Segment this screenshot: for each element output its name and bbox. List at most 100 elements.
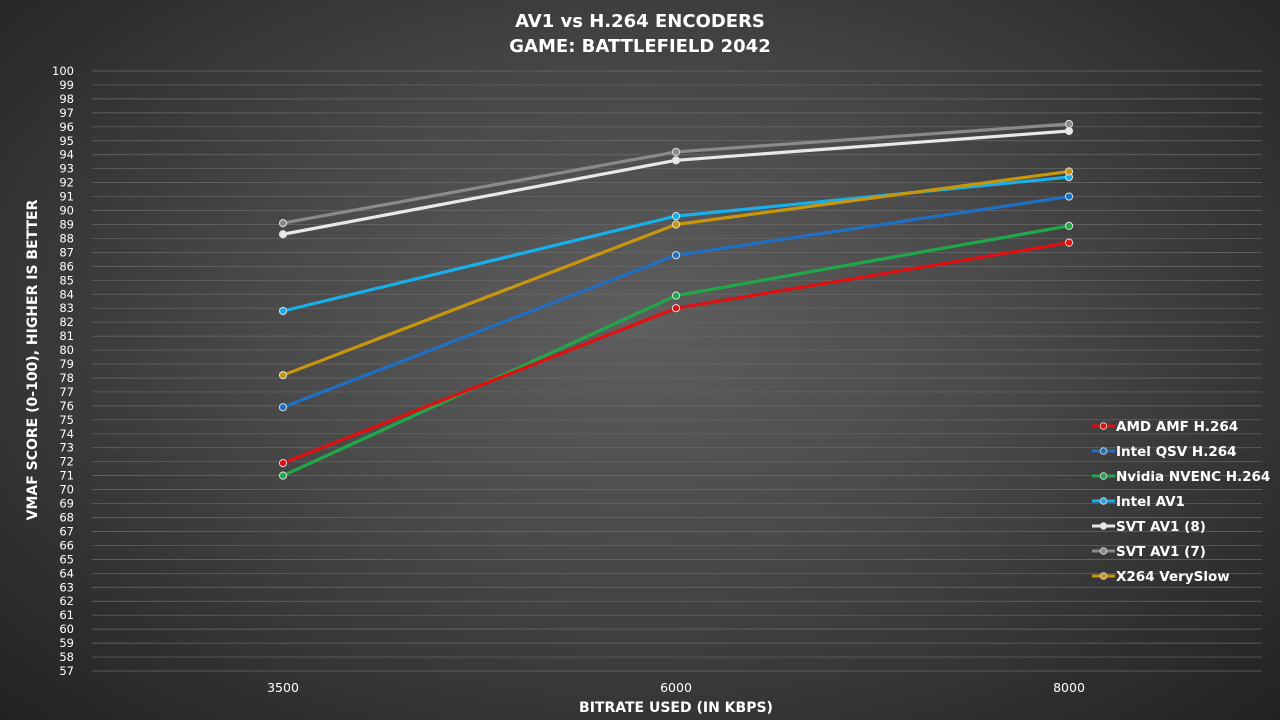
legend-label: X264 VerySlow	[1116, 569, 1230, 585]
data-point	[278, 306, 288, 316]
x-tick-label: 6000	[660, 680, 692, 695]
y-tick-label: 78	[59, 371, 74, 385]
y-tick-label: 76	[59, 399, 74, 413]
legend-item: SVT AV1 (8)	[1092, 519, 1206, 535]
data-point	[278, 471, 288, 480]
data-point	[278, 218, 288, 228]
y-tick-label: 92	[59, 176, 74, 190]
data-point	[278, 371, 288, 380]
legend-label: Intel QSV H.264	[1116, 444, 1237, 460]
series-layer	[278, 119, 1074, 480]
y-tick-label: 84	[59, 287, 74, 301]
y-tick-label: 74	[59, 427, 74, 441]
grid	[92, 70, 1262, 672]
y-axis-ticks: 5758596061626364656667686970717273747576…	[52, 64, 74, 678]
data-point	[278, 230, 288, 239]
y-tick-label: 97	[59, 106, 74, 120]
series-line	[281, 175, 1071, 313]
legend-swatch-marker	[1099, 422, 1108, 430]
x-tick-label: 8000	[1053, 680, 1085, 695]
y-tick-label: 62	[59, 594, 74, 608]
y-tick-label: 64	[59, 566, 74, 580]
y-tick-label: 98	[59, 92, 74, 106]
data-point	[671, 251, 681, 260]
y-tick-label: 85	[59, 273, 74, 287]
y-axis-title: VMAF SCORE (0-100), HIGHER IS BETTER	[25, 199, 41, 520]
legend-swatch-marker	[1099, 572, 1108, 580]
legend-item: AMD AMF H.264	[1092, 419, 1238, 435]
series-nvidia-nvenc-h-264	[278, 221, 1074, 480]
y-tick-label: 58	[59, 650, 74, 664]
data-point	[1064, 192, 1074, 201]
data-point	[671, 156, 681, 165]
y-tick-label: 70	[59, 483, 74, 497]
data-point	[671, 220, 681, 229]
legend-label: AMD AMF H.264	[1116, 419, 1238, 435]
y-tick-label: 61	[59, 608, 74, 622]
legend-swatch-marker	[1099, 447, 1108, 455]
y-tick-label: 100	[52, 64, 74, 78]
y-tick-label: 82	[59, 315, 74, 329]
y-tick-label: 87	[59, 245, 74, 259]
series-x264-veryslow	[278, 167, 1074, 380]
legend: AMD AMF H.264 Intel QSV H.264 Nvidia NVENC…	[1092, 419, 1270, 585]
y-tick-label: 99	[59, 78, 74, 92]
legend-item: Intel AV1	[1092, 494, 1185, 510]
x-axis-title: BITRATE USED (IN KBPS)	[579, 700, 773, 716]
legend-swatch-marker	[1099, 497, 1108, 505]
y-tick-label: 60	[59, 622, 74, 636]
legend-label: Intel AV1	[1116, 494, 1185, 510]
y-tick-label: 79	[59, 357, 74, 371]
y-tick-label: 75	[59, 413, 74, 427]
y-tick-label: 77	[59, 385, 74, 399]
legend-swatch-marker	[1099, 547, 1108, 555]
series-line	[281, 241, 1071, 465]
y-tick-label: 90	[59, 204, 74, 218]
data-point	[671, 291, 681, 300]
chart-title-line-2: GAME: BATTLEFIELD 2042	[509, 36, 770, 57]
y-tick-label: 88	[59, 231, 74, 245]
legend-swatch-marker	[1099, 522, 1108, 530]
y-tick-label: 67	[59, 524, 74, 538]
y-tick-label: 73	[59, 441, 74, 455]
data-point	[671, 304, 681, 313]
y-tick-label: 80	[59, 343, 74, 357]
y-tick-label: 69	[59, 497, 74, 511]
data-point	[1064, 221, 1074, 230]
y-tick-label: 81	[59, 329, 74, 343]
chart-title-line-1: AV1 vs H.264 ENCODERS	[515, 11, 765, 32]
y-tick-label: 68	[59, 511, 74, 525]
y-tick-label: 95	[59, 134, 74, 148]
legend-item: X264 VerySlow	[1092, 569, 1230, 585]
y-tick-label: 71	[59, 469, 74, 483]
data-point	[278, 403, 288, 412]
y-tick-label: 57	[59, 664, 74, 678]
data-point	[671, 212, 681, 221]
series-intel-qsv-h-264	[278, 192, 1074, 412]
y-tick-label: 63	[59, 580, 74, 594]
y-tick-label: 66	[59, 538, 74, 552]
legend-label: SVT AV1 (8)	[1116, 519, 1206, 535]
y-tick-label: 94	[59, 148, 74, 162]
series-svt-av1-8	[278, 126, 1074, 239]
data-point	[1064, 126, 1074, 136]
legend-swatch-marker	[1099, 472, 1108, 480]
legend-item: Intel QSV H.264	[1092, 444, 1237, 460]
x-axis-ticks: 3500 6000 8000	[267, 680, 1085, 695]
data-point	[1064, 119, 1074, 129]
series-amd-amf-h-264	[278, 238, 1074, 468]
legend-item: SVT AV1 (7)	[1092, 544, 1206, 560]
legend-item: Nvidia NVENC H.264	[1092, 469, 1270, 485]
y-tick-label: 93	[59, 162, 74, 176]
data-point	[1064, 167, 1074, 176]
y-tick-label: 89	[59, 217, 74, 231]
y-tick-label: 83	[59, 301, 74, 315]
data-point	[278, 458, 288, 468]
y-tick-label: 91	[59, 190, 74, 204]
y-tick-label: 59	[59, 636, 74, 650]
y-tick-label: 96	[59, 120, 74, 134]
y-tick-label: 86	[59, 259, 74, 273]
series-svt-av1-7	[278, 119, 1074, 228]
legend-label: Nvidia NVENC H.264	[1116, 469, 1270, 485]
legend-label: SVT AV1 (7)	[1116, 544, 1206, 560]
